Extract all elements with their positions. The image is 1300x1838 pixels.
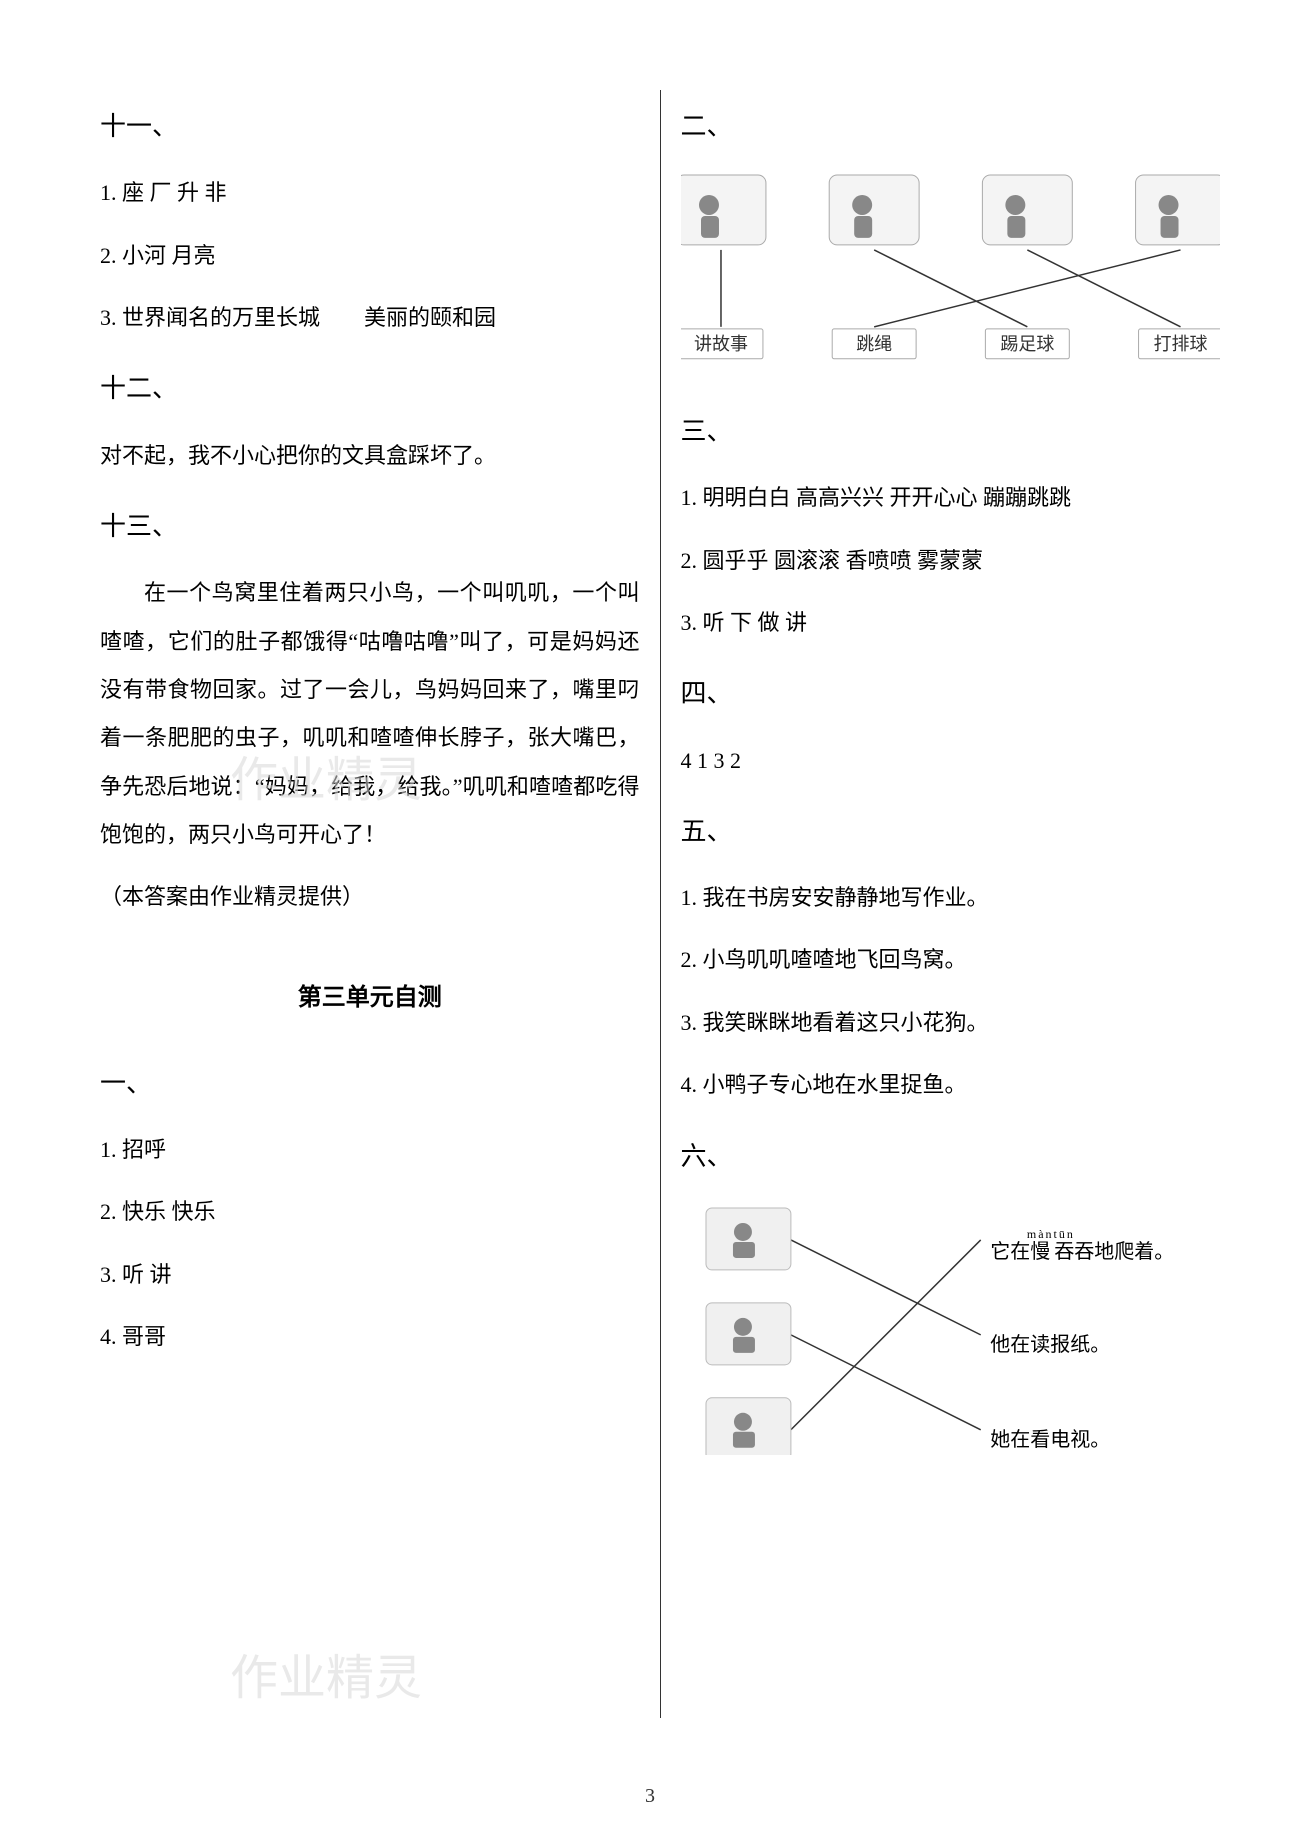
section-1-item: 1. 招呼: [100, 1126, 640, 1174]
section-5-item: 3. 我笑眯眯地看着这只小花狗。: [681, 999, 1221, 1047]
svg-text:踢足球: 踢足球: [1000, 334, 1054, 354]
section-12-text: 对不起，我不小心把你的文具盒踩坏了。: [100, 432, 640, 480]
section-1-label: 一、: [100, 1055, 640, 1112]
section-3-item: 1. 明明白白 高高兴兴 开开心心 蹦蹦跳跳: [681, 474, 1221, 522]
section-13-label: 十三、: [100, 498, 640, 555]
svg-text:讲故事: 讲故事: [694, 334, 748, 354]
section-11-item: 3. 世界闻名的万里长城 美丽的颐和园: [100, 294, 640, 342]
svg-text:打排球: 打排球: [1153, 334, 1207, 354]
section-2-diagram: 讲故事 跳绳 踢足球 打排球: [681, 165, 1221, 385]
section-11-item: 2. 小河 月亮: [100, 232, 640, 280]
section-5-item: 2. 小鸟叽叽喳喳地飞回鸟窝。: [681, 936, 1221, 984]
left-column: 十一、 1. 座 厂 升 非 2. 小河 月亮 3. 世界闻名的万里长城 美丽的…: [80, 80, 660, 1798]
section-13-paragraph: 在一个鸟窝里住着两只小鸟，一个叫叽叽，一个叫喳喳，它们的肚子都饿得“咕噜咕噜”叫…: [100, 569, 640, 859]
section-11-item: 1. 座 厂 升 非: [100, 169, 640, 217]
section-12-label: 十二、: [100, 360, 640, 417]
section-5-label: 五、: [681, 803, 1221, 860]
section-6-label: 六、: [681, 1128, 1221, 1185]
section-3-item: 2. 圆乎乎 圆滚滚 香喷喷 雾蒙蒙: [681, 537, 1221, 585]
section-1-item: 3. 听 讲: [100, 1251, 640, 1299]
section-5-item: 4. 小鸭子专心地在水里捉鱼。: [681, 1061, 1221, 1109]
page: 十一、 1. 座 厂 升 非 2. 小河 月亮 3. 世界闻名的万里长城 美丽的…: [0, 0, 1300, 1838]
section-13-note: （本答案由作业精灵提供）: [100, 873, 640, 921]
section-4-label: 四、: [681, 665, 1221, 722]
section-11-label: 十一、: [100, 98, 640, 155]
section-6-diagram: 它在慢màn吞tūn吞地爬着。他在读报纸。她在看电视。: [681, 1195, 1221, 1455]
section-3-item: 3. 听 下 做 讲: [681, 599, 1221, 647]
svg-text:跳绳: 跳绳: [856, 334, 892, 354]
section-3-label: 三、: [681, 403, 1221, 460]
page-number: 3: [645, 1785, 655, 1808]
section-4-item: 4 1 3 2: [681, 737, 1221, 785]
right-column: 二、 讲故事 跳绳 踢足球 打排球 三、 1. 明明白白 高高兴兴 开开心心 蹦蹦跳跳…: [661, 80, 1241, 1798]
section-5-item: 1. 我在书房安安静静地写作业。: [681, 874, 1221, 922]
section-1-item: 2. 快乐 快乐: [100, 1188, 640, 1236]
section-1-item: 4. 哥哥: [100, 1313, 640, 1361]
section-2-label: 二、: [681, 98, 1221, 155]
unit-heading: 第三单元自测: [100, 972, 640, 1025]
